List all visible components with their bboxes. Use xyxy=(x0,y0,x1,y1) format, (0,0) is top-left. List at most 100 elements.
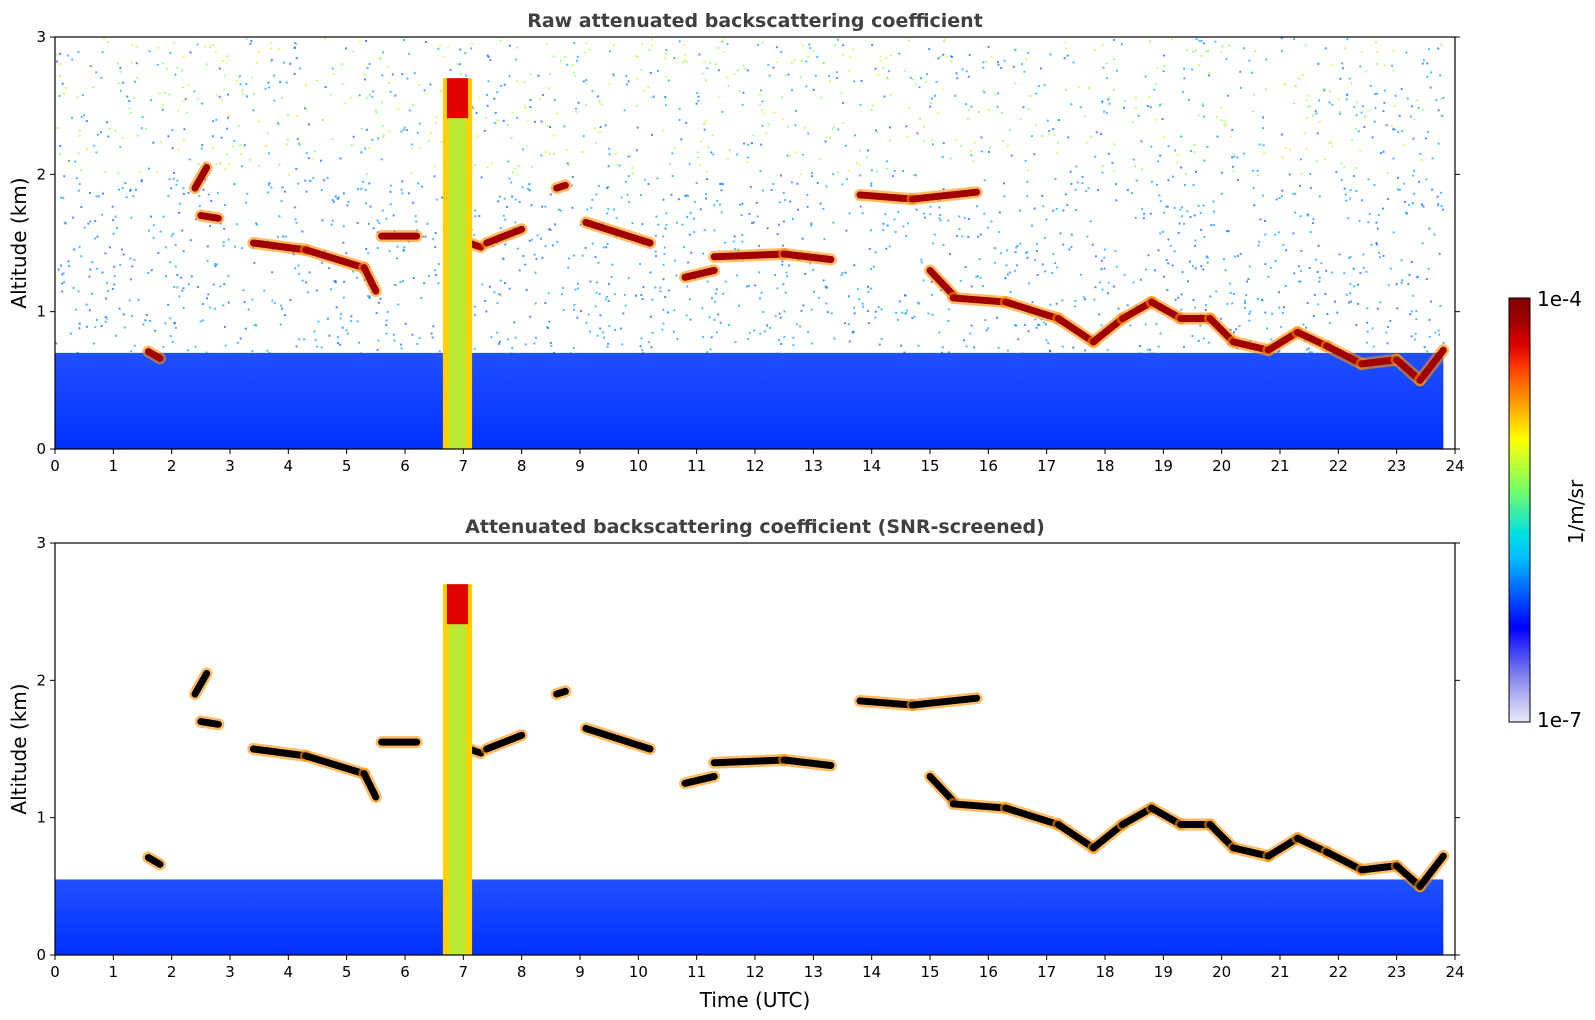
noise-pixel xyxy=(874,310,877,313)
x-tick-label: 17 xyxy=(1037,963,1056,981)
noise-pixel xyxy=(788,264,791,267)
noise-pixel xyxy=(1062,243,1065,246)
noise-pixel xyxy=(1329,321,1332,324)
noise-pixel xyxy=(705,79,707,82)
noise-pixel xyxy=(182,250,185,253)
noise-pixel xyxy=(1365,270,1368,273)
noise-pixel xyxy=(641,42,644,45)
noise-pixel xyxy=(1194,244,1196,247)
noise-pixel xyxy=(778,312,781,315)
noise-pixel xyxy=(63,281,66,284)
noise-pixel xyxy=(1095,255,1097,258)
noise-pixel xyxy=(920,261,923,264)
noise-pixel xyxy=(1413,118,1416,121)
noise-pixel xyxy=(522,148,524,151)
noise-pixel xyxy=(1405,211,1408,214)
noise-pixel xyxy=(809,47,812,49)
noise-pixel xyxy=(1318,280,1321,283)
noise-pixel xyxy=(518,269,521,272)
noise-pixel xyxy=(856,162,858,165)
x-tick-label: 4 xyxy=(284,963,294,981)
noise-pixel xyxy=(368,182,371,185)
noise-pixel xyxy=(662,264,665,267)
noise-pixel xyxy=(1006,273,1009,276)
noise-pixel xyxy=(639,345,642,348)
noise-pixel xyxy=(435,198,438,201)
noise-pixel xyxy=(497,200,500,203)
noise-pixel xyxy=(1439,74,1442,77)
noise-pixel xyxy=(1192,50,1195,53)
noise-pixel xyxy=(822,61,824,64)
noise-pixel xyxy=(800,309,803,312)
noise-pixel xyxy=(301,230,304,233)
noise-pixel xyxy=(1202,337,1205,340)
noise-pixel xyxy=(1064,193,1067,196)
noise-pixel xyxy=(56,53,59,56)
noise-pixel xyxy=(1299,215,1302,218)
noise-pixel xyxy=(364,147,367,150)
noise-pixel xyxy=(963,216,966,219)
noise-pixel xyxy=(180,276,183,279)
noise-pixel xyxy=(1312,114,1315,117)
noise-pixel xyxy=(790,181,793,184)
noise-pixel xyxy=(1081,175,1084,178)
noise-pixel xyxy=(237,125,240,128)
noise-pixel xyxy=(1278,306,1281,309)
noise-pixel xyxy=(434,246,437,249)
noise-pixel xyxy=(174,265,177,268)
noise-pixel xyxy=(636,126,639,129)
noise-pixel xyxy=(1248,319,1251,322)
noise-pixel xyxy=(152,236,155,239)
noise-pixel xyxy=(527,187,529,190)
noise-pixel xyxy=(1367,221,1370,224)
noise-pixel xyxy=(566,162,569,165)
noise-pixel xyxy=(752,221,755,224)
noise-pixel xyxy=(329,93,332,96)
noise-pixel xyxy=(550,344,553,347)
noise-pixel xyxy=(169,261,172,264)
noise-pixel xyxy=(716,199,719,202)
noise-pixel xyxy=(375,312,378,315)
noise-pixel xyxy=(473,164,476,167)
noise-pixel xyxy=(297,182,300,185)
noise-pixel xyxy=(167,195,170,198)
noise-pixel xyxy=(511,347,514,349)
noise-pixel xyxy=(222,304,225,307)
noise-pixel xyxy=(1112,170,1115,173)
noise-pixel xyxy=(842,101,845,104)
x-tick-label: 5 xyxy=(342,457,352,475)
noise-pixel xyxy=(859,149,862,152)
noise-pixel xyxy=(412,277,415,279)
noise-pixel xyxy=(100,76,103,79)
noise-pixel xyxy=(222,244,225,247)
noise-pixel xyxy=(75,177,78,180)
noise-pixel xyxy=(135,188,137,191)
noise-pixel xyxy=(780,174,782,177)
noise-pixel xyxy=(242,289,245,292)
noise-pixel xyxy=(1025,58,1028,61)
noise-pixel xyxy=(770,188,773,191)
noise-pixel xyxy=(514,221,517,224)
noise-pixel xyxy=(1366,321,1369,324)
noise-pixel xyxy=(761,41,764,44)
noise-pixel xyxy=(1140,140,1143,143)
noise-pixel xyxy=(776,46,779,49)
noise-pixel xyxy=(78,245,81,248)
noise-pixel xyxy=(382,135,385,138)
noise-pixel xyxy=(703,122,706,125)
noise-pixel xyxy=(478,215,481,217)
noise-pixel xyxy=(1120,43,1123,46)
noise-pixel xyxy=(101,51,104,54)
noise-pixel xyxy=(926,73,928,76)
noise-pixel xyxy=(1225,58,1228,60)
noise-pixel xyxy=(1306,106,1309,109)
noise-pixel xyxy=(914,83,917,86)
noise-pixel xyxy=(362,180,365,183)
noise-pixel xyxy=(1265,58,1268,61)
noise-pixel xyxy=(1315,160,1318,163)
noise-pixel xyxy=(342,192,345,195)
noise-pixel xyxy=(86,148,88,151)
noise-pixel xyxy=(1014,269,1016,272)
noise-pixel xyxy=(498,195,501,198)
noise-pixel xyxy=(277,123,280,126)
